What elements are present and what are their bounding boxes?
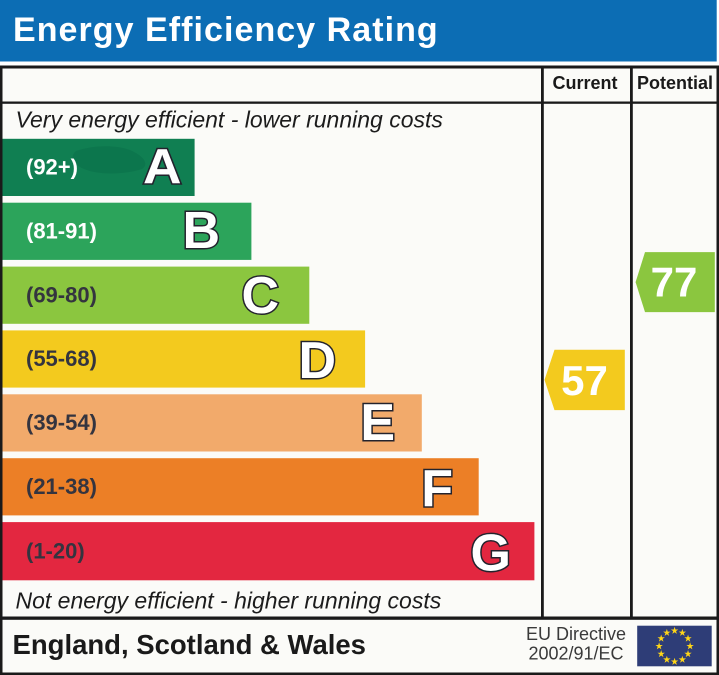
svg-text:Current: Current	[552, 73, 617, 93]
svg-text:2002/91/EC: 2002/91/EC	[528, 644, 623, 664]
svg-text:(21-38): (21-38)	[26, 474, 97, 499]
svg-text:A: A	[143, 140, 182, 194]
svg-text:Energy Efficiency Rating: Energy Efficiency Rating	[13, 11, 439, 49]
svg-text:F: F	[421, 460, 453, 518]
svg-text:(92+): (92+)	[26, 155, 78, 180]
svg-text:(1-20): (1-20)	[26, 538, 85, 563]
svg-text:77: 77	[651, 259, 698, 306]
svg-text:Not energy efficient - higher: Not energy efficient - higher running co…	[16, 587, 442, 613]
svg-text:G: G	[471, 525, 511, 583]
svg-text:C: C	[241, 267, 279, 325]
svg-text:(39-54): (39-54)	[26, 410, 97, 435]
svg-text:(69-80): (69-80)	[26, 282, 97, 307]
svg-text:Potential: Potential	[637, 73, 713, 93]
svg-text:Very energy efficient - lower: Very energy efficient - lower running co…	[16, 106, 444, 132]
svg-text:E: E	[360, 394, 395, 452]
svg-text:D: D	[298, 332, 336, 390]
svg-text:(55-68): (55-68)	[26, 346, 97, 371]
svg-text:England, Scotland & Wales: England, Scotland & Wales	[13, 629, 366, 660]
svg-text:EU Directive: EU Directive	[526, 624, 626, 644]
svg-text:57: 57	[561, 357, 608, 404]
svg-text:(81-91): (81-91)	[26, 219, 97, 244]
svg-text:B: B	[182, 202, 220, 260]
